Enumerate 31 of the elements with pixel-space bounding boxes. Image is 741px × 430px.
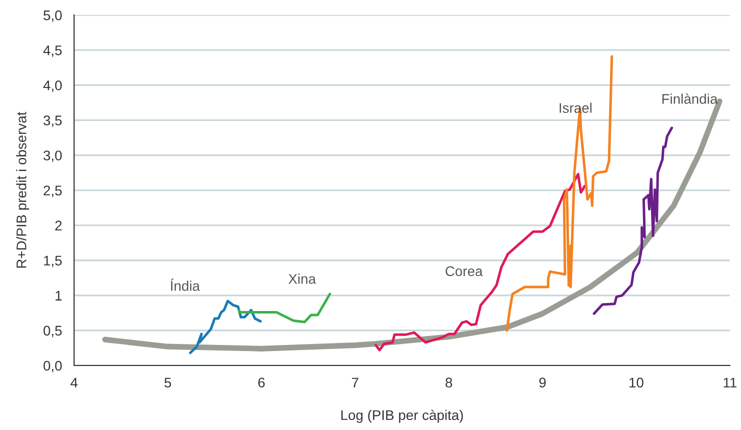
series-label: Israel [560, 102, 592, 113]
series-label: Finlàndia [662, 93, 718, 104]
y-tick-label: 2,5 [44, 186, 62, 198]
y-tick-label: 5,0 [44, 10, 62, 22]
x-axis-title: Log (PIB per càpita) [341, 410, 463, 423]
line-series [374, 172, 586, 352]
line-series [189, 300, 262, 354]
x-tick-label: 9 [539, 378, 546, 388]
x-tick-label: 8 [446, 378, 452, 388]
series-label: Corea [446, 266, 483, 276]
y-tick-label: 3,0 [44, 150, 62, 162]
text: Índia [170, 278, 200, 291]
y-tick-label: 4,0 [43, 80, 62, 92]
x-tick-label: 7 [352, 378, 358, 388]
series-label: Xina [288, 274, 316, 284]
x-tick-label: 10 [630, 378, 644, 388]
y-tick-label: 1,5 [44, 256, 62, 268]
y-tick-label: 0,0 [44, 360, 62, 372]
line-series [506, 55, 614, 332]
x-tick-label: 4 [70, 378, 78, 388]
y-tick-label: 1 [56, 290, 62, 300]
line-series [238, 292, 332, 324]
y-tick-label: 4,5 [43, 46, 62, 57]
y-tick-label: 0,5 [44, 326, 62, 338]
x-tick-label: 11 [724, 378, 736, 388]
y-tick-label: 2 [55, 220, 62, 230]
x-tick-label: 5 [164, 378, 172, 388]
line-series [592, 126, 674, 315]
x-tick-label: 6 [258, 378, 265, 388]
y-axis-title: R+D/PIB predit i observat [16, 112, 30, 268]
y-tick-label: 3,5 [44, 116, 62, 127]
